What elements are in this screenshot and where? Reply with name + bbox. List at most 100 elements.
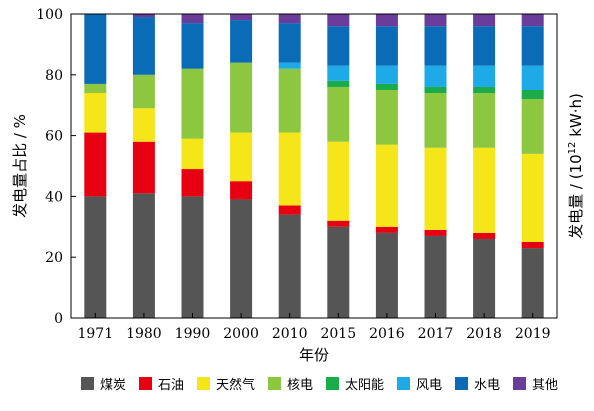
x-tick-label: 2019 xyxy=(515,326,551,342)
x-tick-label: 2017 xyxy=(418,326,454,342)
y-axis-title-right-exp: 12 xyxy=(567,142,578,155)
legend-swatch-核电 xyxy=(268,377,281,390)
legend-swatch-其他 xyxy=(513,377,526,390)
bar-segment-2010-石油 xyxy=(278,205,301,215)
bar-segment-2017-石油 xyxy=(424,229,447,236)
bar-segment-2016-煤炭 xyxy=(375,232,398,318)
bar-segment-1980-天然气 xyxy=(132,108,155,142)
x-tick-label: 2000 xyxy=(223,326,259,342)
bar-segment-2019-水电 xyxy=(521,26,544,66)
y-axis-title-right: 发电量 / (1012 kW·h) xyxy=(567,93,585,239)
bar-segment-2017-煤炭 xyxy=(424,235,447,318)
bar-segment-1971-水电 xyxy=(84,14,107,84)
bar-segment-2000-其他 xyxy=(230,14,253,21)
bar-segment-2019-天然气 xyxy=(521,153,544,242)
bar-segment-1990-水电 xyxy=(181,23,204,69)
axes-group xyxy=(70,13,558,319)
bar-segment-1980-煤炭 xyxy=(132,193,155,318)
bar-segment-2015-水电 xyxy=(327,26,350,66)
bar-segment-2018-太阳能 xyxy=(473,86,496,94)
bar-segment-2017-太阳能 xyxy=(424,86,447,94)
bar-segment-2019-其他 xyxy=(521,14,544,27)
bar-segment-1990-煤炭 xyxy=(181,196,204,318)
bar-segment-1971-煤炭 xyxy=(84,196,107,318)
bar-segment-2015-天然气 xyxy=(327,141,350,221)
bar-segment-2017-天然气 xyxy=(424,147,447,230)
bar-segment-2016-石油 xyxy=(375,226,398,233)
bar-segment-2015-其他 xyxy=(327,14,350,27)
legend-label-水电: 水电 xyxy=(474,378,500,393)
bars-group xyxy=(84,14,544,318)
bar-segment-1971-核电 xyxy=(84,83,107,94)
legend-label-核电: 核电 xyxy=(287,378,313,393)
x-tick-label: 1980 xyxy=(126,326,162,342)
bar-segment-1980-其他 xyxy=(132,14,155,18)
x-tick-label: 2018 xyxy=(466,326,502,342)
bar-segment-2016-天然气 xyxy=(375,144,398,227)
legend-label-其他: 其他 xyxy=(532,378,558,393)
legend-label-天然气: 天然气 xyxy=(216,377,255,393)
legend-swatch-天然气 xyxy=(197,377,210,390)
legend-swatch-水电 xyxy=(455,377,468,390)
bar-segment-1980-石油 xyxy=(132,141,155,194)
bar-segment-2018-煤炭 xyxy=(473,238,496,318)
x-tick-label: 1971 xyxy=(77,326,113,342)
y-axis-title-left: 发电量占比 / % xyxy=(11,114,29,218)
bar-segment-2010-其他 xyxy=(278,14,301,24)
bar-segment-2016-其他 xyxy=(375,14,398,27)
bar-segment-2010-水电 xyxy=(278,23,301,63)
bar-segment-2019-煤炭 xyxy=(521,248,544,318)
bar-segment-2016-核电 xyxy=(375,90,398,145)
bar-segment-2010-核电 xyxy=(278,68,301,133)
bar-segment-2010-天然气 xyxy=(278,132,301,206)
y-tick-label: 40 xyxy=(45,189,63,205)
legend-swatch-风电 xyxy=(397,377,410,390)
bar-segment-2015-风电 xyxy=(327,65,350,81)
y-tick-label: 20 xyxy=(45,250,63,266)
y-tick-label: 60 xyxy=(45,129,63,145)
x-tick-label: 2010 xyxy=(272,326,308,342)
bar-segment-2010-风电 xyxy=(278,62,301,69)
legend-label-风电: 风电 xyxy=(416,378,442,393)
bar-segment-2000-石油 xyxy=(230,181,253,200)
x-tick-label: 2015 xyxy=(320,326,356,342)
legend-label-煤炭: 煤炭 xyxy=(100,378,126,393)
bar-segment-1980-水电 xyxy=(132,17,155,75)
y-tick-label: 100 xyxy=(36,7,63,23)
x-ticks-group: 1971 1980 1990 2000 2010 2015 2016 2017 2018 2019 xyxy=(77,313,551,342)
legend: 煤炭 石油 天然气 核电 太阳能 风电 水电 其他 xyxy=(81,377,558,393)
bar-segment-2019-石油 xyxy=(521,242,544,249)
legend-swatch-石油 xyxy=(139,377,152,390)
bar-segment-2017-其他 xyxy=(424,14,447,27)
legend-label-太阳能: 太阳能 xyxy=(345,378,384,393)
x-tick-label: 2016 xyxy=(369,326,405,342)
bar-segment-2019-风电 xyxy=(521,65,544,90)
bar-segment-2017-核电 xyxy=(424,93,447,148)
bar-segment-1971-石油 xyxy=(84,132,107,197)
bar-segment-1990-核电 xyxy=(181,68,204,139)
bar-segment-2016-水电 xyxy=(375,26,398,66)
bar-segment-2016-太阳能 xyxy=(375,83,398,90)
bar-segment-2000-水电 xyxy=(230,20,253,63)
x-axis-title: 年份 xyxy=(299,346,329,364)
bar-segment-2017-风电 xyxy=(424,65,447,87)
legend-swatch-太阳能 xyxy=(326,377,339,390)
y-tick-label: 80 xyxy=(45,68,63,84)
bar-segment-2017-水电 xyxy=(424,26,447,66)
bar-segment-1990-其他 xyxy=(181,14,204,24)
bar-segment-1990-天然气 xyxy=(181,138,204,170)
y-axis-title-right-unit: kW·h) xyxy=(567,93,585,141)
bar-segment-2019-太阳能 xyxy=(521,90,544,100)
plot-frame xyxy=(70,13,558,319)
bar-segment-2000-煤炭 xyxy=(230,199,253,318)
legend-label-石油: 石油 xyxy=(158,378,184,393)
bar-segment-2019-核电 xyxy=(521,99,544,154)
x-tick-label: 1990 xyxy=(175,326,211,342)
y-tick-label: 0 xyxy=(54,311,63,327)
bar-segment-2018-核电 xyxy=(473,93,496,148)
bar-segment-2018-风电 xyxy=(473,65,496,87)
bar-segment-2016-风电 xyxy=(375,65,398,84)
y-axis-title-right-main: 发电量 / (10 xyxy=(567,154,585,239)
